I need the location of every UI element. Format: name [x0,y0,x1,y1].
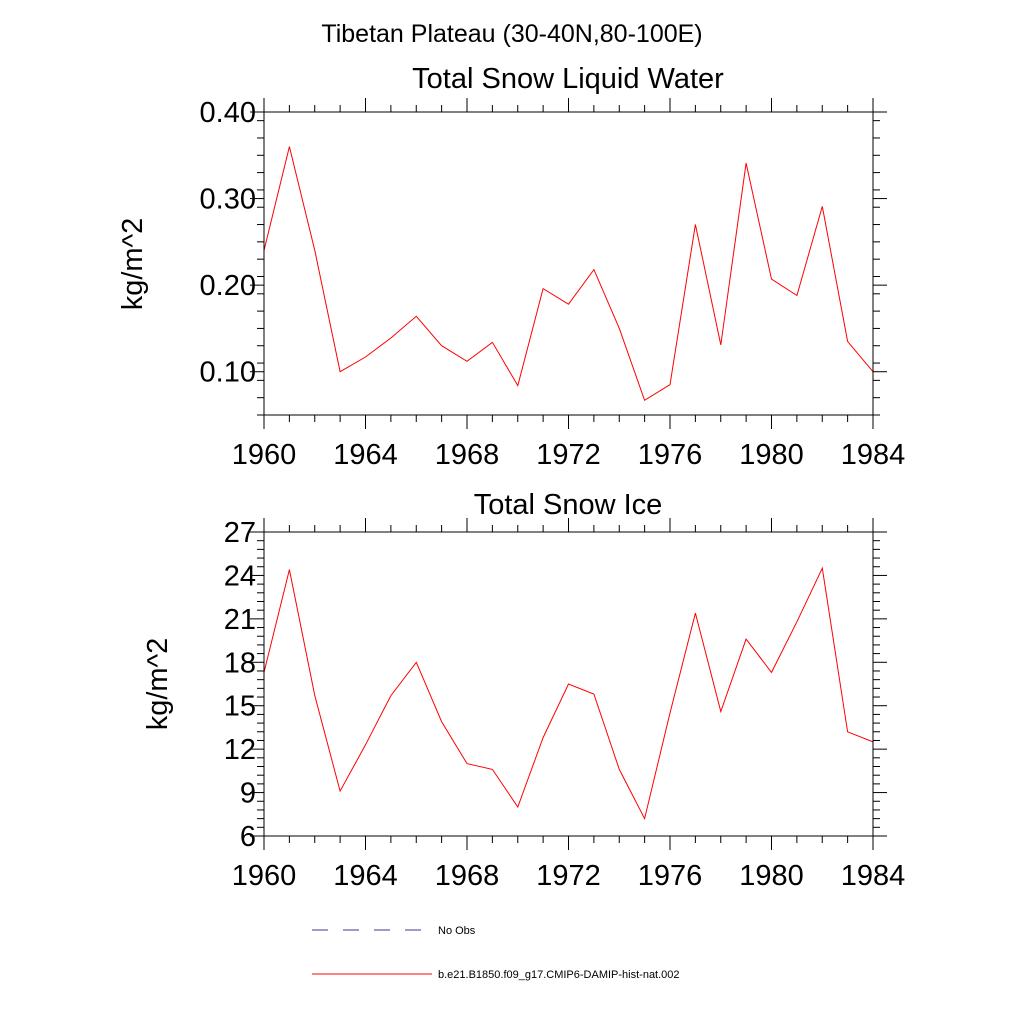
chart-title: Total Snow Ice [474,489,663,521]
x-tick-label: 1972 [536,439,601,471]
y-tick-label: 9 [240,778,256,810]
y-tick-label: 0.30 [200,184,256,216]
tick-labels: 1960 1964 1968 1972 1976 1980 1984 6 9 12 15 18 21 24… [224,517,906,892]
x-tick-label: 1968 [435,439,500,471]
series-line [263,146,874,402]
y-tick-label: 18 [224,647,256,679]
x-tick-label: 1968 [435,860,500,892]
tick-marks [250,98,887,429]
legend-label-obs: No Obs [438,925,476,937]
plot-frame [263,111,874,416]
plot-frame [263,531,874,837]
x-tick-label: 1984 [841,439,906,471]
y-axis-label: kg/m^2 [142,638,174,731]
x-tick-label: 1980 [739,439,804,471]
tick-labels: 1960 1964 1968 1972 1976 1980 1984 0.10 0.20 0.30… [200,97,906,471]
y-tick-label: 0.10 [200,357,256,389]
y-tick-label: 6 [240,821,256,853]
y-tick-label: 27 [224,517,256,549]
x-tick-label: 1960 [232,860,297,892]
y-tick-label: 0.40 [200,97,256,129]
tick-marks [250,518,887,850]
x-tick-label: 1976 [638,439,703,471]
series-lines [263,566,874,821]
y-tick-label: 24 [224,560,256,592]
figure-title: Tibetan Plateau (30-40N,80-100E) [321,20,702,48]
series-line [263,566,874,821]
y-tick-label: 12 [224,734,256,766]
x-tick-label: 1976 [638,860,703,892]
x-tick-label: 1964 [333,439,398,471]
chart-snow-liquid-water: Total Snow Liquid Water kg/m^2 1960 1964 1… [117,63,905,471]
legend-label-model: b.e21.B1850.f09_g17.CMIP6-DAMIP-hist-nat… [438,969,680,981]
x-tick-label: 1960 [232,439,297,471]
x-tick-label: 1972 [536,860,601,892]
y-tick-label: 21 [224,604,256,636]
y-tick-label: 15 [224,691,256,723]
y-axis-label: kg/m^2 [117,218,149,311]
legend: No Obs b.e21.B1850.f09_g17.CMIP6-DAMIP-h… [312,925,680,981]
series-lines [263,146,874,402]
y-tick-label: 0.20 [200,270,256,302]
x-tick-label: 1964 [333,860,398,892]
chart-snow-ice: Total Snow Ice kg/m^2 1960 1964 1968 1972 19… [142,489,905,892]
chart-title: Total Snow Liquid Water [412,63,724,95]
x-tick-label: 1980 [739,860,804,892]
x-tick-label: 1984 [841,860,906,892]
